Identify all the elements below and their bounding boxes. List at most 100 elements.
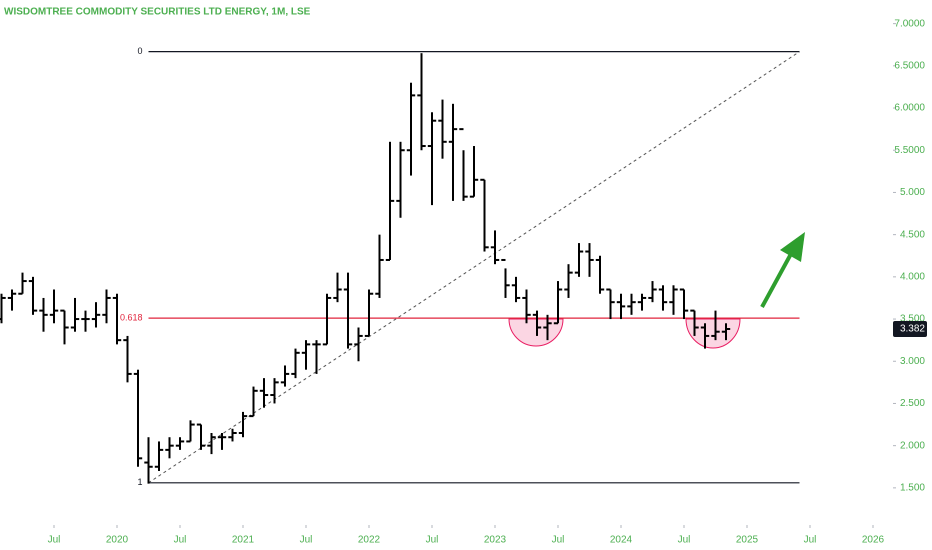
ohlc-bar xyxy=(270,378,279,404)
ohlc-bar xyxy=(364,289,374,337)
x-tick-label: 2024 xyxy=(610,535,633,546)
last-price-label: 3.382 xyxy=(900,324,925,335)
y-tick-label: 2.500 xyxy=(900,398,925,409)
forecast-arrow xyxy=(760,232,805,308)
y-tick-label: 4.500 xyxy=(900,229,925,240)
x-tick-label: Jul xyxy=(552,535,565,546)
ohlc-bar xyxy=(679,288,689,320)
x-tick-label: Jul xyxy=(174,535,187,546)
ohlc-bar xyxy=(196,423,206,450)
ohlc-bar xyxy=(301,340,311,370)
x-tick-label: 2023 xyxy=(484,535,507,546)
ohlc-bar xyxy=(690,309,699,336)
ohlc-bar xyxy=(322,293,332,346)
ohlc-bar xyxy=(522,289,531,324)
ohlc-bar xyxy=(721,323,731,341)
y-tick-label: 1.500 xyxy=(900,483,925,494)
ohlc-bar xyxy=(553,281,563,325)
ohlc-bar xyxy=(564,264,573,298)
y-tick-label: 3.500 xyxy=(900,314,925,325)
ohlc-bar xyxy=(711,310,720,341)
ohlc-bar xyxy=(585,243,594,277)
ohlc-bar xyxy=(354,327,363,362)
ohlc-bar xyxy=(385,141,395,261)
ohlc-bar xyxy=(438,99,447,159)
ohlc-bar xyxy=(700,323,710,349)
ohlc-bar xyxy=(480,178,489,252)
y-tick-label: 3.000 xyxy=(900,356,925,367)
ohlc-bar xyxy=(207,432,216,455)
ohlc-bar xyxy=(259,378,269,408)
ohlc-bar xyxy=(459,128,468,201)
ohlc-bar xyxy=(280,365,290,387)
x-tick-label: Jul xyxy=(300,535,313,546)
y-tick-label: 5.5000 xyxy=(894,145,925,156)
ohlc-bar xyxy=(637,293,647,311)
y-tick-label: 6.0000 xyxy=(894,103,925,114)
x-tick-label: 2025 xyxy=(736,535,759,546)
ohlc-bar xyxy=(28,276,38,315)
x-tick-label: 2026 xyxy=(862,535,885,546)
y-tick-label: 5.000 xyxy=(900,187,925,198)
x-tick-label: 2022 xyxy=(358,535,381,546)
ohlc-bar xyxy=(616,293,626,320)
ohlc-bar xyxy=(102,289,111,324)
ohlc-bar xyxy=(0,293,6,324)
ohlc-bar xyxy=(343,272,353,349)
x-tick-label: Jul xyxy=(48,535,61,546)
ohlc-bar xyxy=(112,293,122,345)
ohlc-bar xyxy=(60,309,69,345)
ohlc-bar xyxy=(144,437,153,484)
fib-level-label: 1 xyxy=(137,477,142,487)
ohlc-bar xyxy=(228,428,237,442)
ohlc-bar xyxy=(7,289,17,311)
ohlc-bar xyxy=(658,285,668,311)
x-tick-label: 2020 xyxy=(106,535,129,546)
ohlc-bar xyxy=(543,314,552,341)
ohlc-bar xyxy=(291,348,300,379)
fib-level-label: 0.618 xyxy=(120,312,143,322)
ohlc-bar xyxy=(511,276,521,303)
ohlc-bar xyxy=(186,420,195,443)
ohlc-bar xyxy=(606,288,615,320)
ohlc-bar xyxy=(627,293,636,315)
ohlc-bar xyxy=(448,103,458,201)
ohlc-bar xyxy=(91,302,101,328)
y-tick-label: 2.000 xyxy=(900,440,925,451)
ohlc-bar xyxy=(154,441,164,471)
ohlc-bar xyxy=(406,82,416,176)
ohlc-bar xyxy=(469,146,479,198)
x-tick-label: Jul xyxy=(678,535,691,546)
ohlc-bar xyxy=(123,335,132,383)
ohlc-bar xyxy=(238,411,248,438)
y-tick-label: 7.0000 xyxy=(894,18,925,29)
y-tick-label: 4.000 xyxy=(900,271,925,282)
fib-level-label: 0 xyxy=(137,46,142,56)
ohlc-bar xyxy=(81,310,90,332)
ohlc-bar xyxy=(133,369,143,467)
ohlc-bar xyxy=(501,258,510,298)
ohlc-bar xyxy=(49,289,59,324)
ohlc-bar xyxy=(490,230,500,265)
ohlc-bar xyxy=(375,234,384,298)
last-price-tag xyxy=(893,321,927,338)
y-tick-label: 6.5000 xyxy=(894,60,925,71)
ohlc-bar xyxy=(417,53,426,151)
ohlc-bar xyxy=(595,255,605,294)
ohlc-bar xyxy=(574,243,584,277)
ohlc-bar xyxy=(532,310,542,336)
ohlc-bar xyxy=(249,386,258,418)
ohlc-bar xyxy=(427,112,437,206)
ohlc-bar xyxy=(396,141,405,218)
trendline xyxy=(148,51,800,484)
ohlc-bar xyxy=(18,272,27,295)
x-tick-label: Jul xyxy=(804,535,817,546)
ohlc-bar xyxy=(333,272,342,303)
ohlc-bar xyxy=(165,437,174,459)
ohlc-bar xyxy=(217,432,227,450)
ohlc-bar xyxy=(312,340,321,374)
x-tick-label: Jul xyxy=(426,535,439,546)
ohlc-bar xyxy=(669,285,678,315)
